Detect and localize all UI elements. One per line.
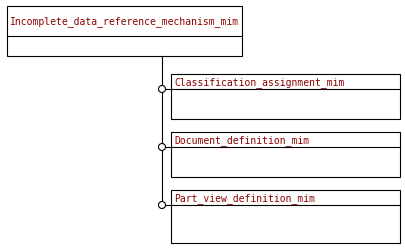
Text: Incomplete_data_reference_mechanism_mim: Incomplete_data_reference_mechanism_mim xyxy=(10,16,239,27)
Bar xyxy=(171,132,399,177)
Bar xyxy=(171,75,399,120)
Circle shape xyxy=(158,202,165,209)
Bar xyxy=(171,190,399,243)
Bar xyxy=(7,7,241,57)
Circle shape xyxy=(158,86,165,93)
Text: Document_definition_mim: Document_definition_mim xyxy=(174,134,308,145)
Text: Part_view_definition_mim: Part_view_definition_mim xyxy=(174,192,314,203)
Circle shape xyxy=(158,144,165,151)
Text: Classification_assignment_mim: Classification_assignment_mim xyxy=(174,77,343,88)
